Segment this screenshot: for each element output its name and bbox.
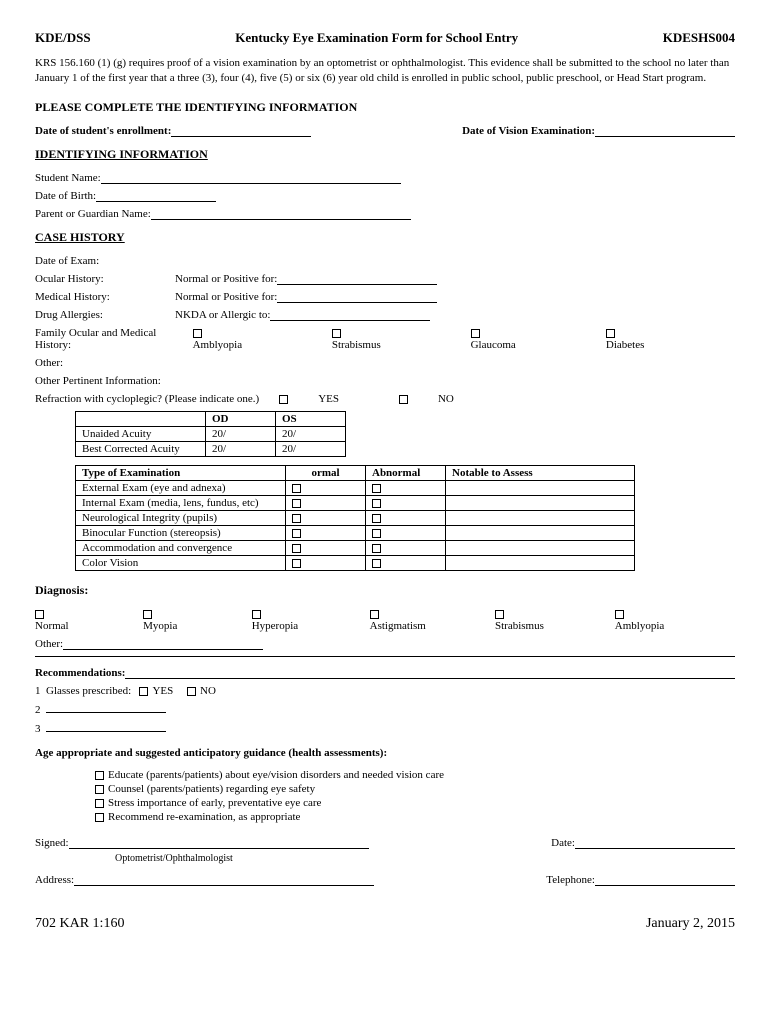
glasses-yes-checkbox[interactable]: [139, 687, 148, 696]
student-name-input[interactable]: [101, 172, 401, 184]
date-exam-label: Date of Exam:: [35, 255, 99, 267]
header-left: KDE/DSS: [35, 30, 91, 46]
intro-text: KRS 156.160 (1) (g) requires proof of a …: [35, 56, 735, 86]
exam-checkbox[interactable]: [292, 499, 301, 508]
rec-1: 1 Glasses prescribed: YES NO: [35, 685, 735, 697]
family-history-row: Family Ocular and Medical History: Ambly…: [35, 327, 735, 351]
guidance-checkbox[interactable]: [95, 785, 104, 794]
guardian-input[interactable]: [151, 208, 411, 220]
rec-3-input[interactable]: [46, 720, 166, 732]
ocular-input[interactable]: [277, 273, 437, 285]
diag-astigmatism-checkbox[interactable]: [370, 610, 379, 619]
footer-right: January 2, 2015: [646, 916, 735, 932]
please-complete-heading: PLEASE COMPLETE THE IDENTIFYING INFORMAT…: [35, 100, 735, 115]
other-pert-label: Other Pertinent Information:: [35, 375, 161, 387]
recommendations-input[interactable]: [125, 667, 735, 679]
dob-input[interactable]: [96, 190, 216, 202]
enrollment-input[interactable]: [171, 125, 311, 137]
guidance-heading: Age appropriate and suggested anticipato…: [35, 747, 735, 759]
diag-other-label: Other:: [35, 638, 63, 650]
dob-label: Date of Birth:: [35, 190, 96, 202]
date-input[interactable]: [575, 837, 735, 849]
enrollment-row: Date of student's enrollment: Date of Vi…: [35, 125, 735, 137]
diag-hyperopia-checkbox[interactable]: [252, 610, 261, 619]
rec-2-input[interactable]: [46, 701, 166, 713]
amblyopia-checkbox[interactable]: [193, 329, 202, 338]
drug-sub: NKDA or Allergic to:: [175, 309, 270, 321]
glaucoma-checkbox[interactable]: [471, 329, 480, 338]
diagnosis-heading: Diagnosis:: [35, 583, 735, 598]
address-input[interactable]: [74, 874, 374, 886]
guidance-checkbox[interactable]: [95, 799, 104, 808]
other-label: Other:: [35, 357, 63, 369]
form-header: KDE/DSS Kentucky Eye Examination Form fo…: [35, 30, 735, 46]
drug-label: Drug Allergies:: [35, 309, 135, 321]
student-name-label: Student Name:: [35, 172, 101, 184]
diag-normal-checkbox[interactable]: [35, 610, 44, 619]
address-label: Address:: [35, 874, 74, 886]
diag-amblyopia-checkbox[interactable]: [615, 610, 624, 619]
enrollment-label: Date of student's enrollment:: [35, 125, 171, 137]
diag-other-input[interactable]: [63, 638, 263, 650]
exam-checkbox[interactable]: [372, 559, 381, 568]
glasses-no-checkbox[interactable]: [187, 687, 196, 696]
guardian-label: Parent or Guardian Name:: [35, 208, 151, 220]
vision-date-label: Date of Vision Examination:: [462, 125, 595, 137]
exam-table: Type of Examination ormal Abnormal Notab…: [75, 465, 635, 571]
divider: [35, 656, 735, 657]
recommendations-label: Recommendations:: [35, 667, 125, 679]
date-label: Date:: [551, 837, 575, 849]
telephone-label: Telephone:: [546, 874, 595, 886]
refraction-no-checkbox[interactable]: [399, 395, 408, 404]
signed-label: Signed:: [35, 837, 69, 849]
refraction-yes-checkbox[interactable]: [279, 395, 288, 404]
id-info-heading: IDENTIFYING INFORMATION: [35, 147, 735, 162]
refraction-label: Refraction with cycloplegic? (Please ind…: [35, 393, 259, 405]
medical-sub: Normal or Positive for:: [175, 291, 277, 303]
signed-input[interactable]: [69, 837, 369, 849]
strabismus-checkbox[interactable]: [332, 329, 341, 338]
case-history-heading: CASE HISTORY: [35, 230, 735, 245]
acuity-table: ODOS Unaided Acuity20/20/ Best Corrected…: [75, 411, 346, 457]
footer: 702 KAR 1:160 January 2, 2015: [35, 916, 735, 932]
family-label: Family Ocular and Medical History:: [35, 327, 183, 351]
diabetes-checkbox[interactable]: [606, 329, 615, 338]
footer-left: 702 KAR 1:160: [35, 916, 124, 932]
header-title: Kentucky Eye Examination Form for School…: [235, 30, 518, 46]
exam-checkbox[interactable]: [372, 544, 381, 553]
vision-date-input[interactable]: [595, 125, 735, 137]
exam-checkbox[interactable]: [292, 529, 301, 538]
diag-myopia-checkbox[interactable]: [143, 610, 152, 619]
signed-role: Optometrist/Ophthalmologist: [115, 853, 735, 864]
drug-input[interactable]: [270, 309, 430, 321]
header-right: KDESHS004: [663, 30, 735, 46]
medical-label: Medical History:: [35, 291, 135, 303]
ocular-label: Ocular History:: [35, 273, 135, 285]
exam-checkbox[interactable]: [372, 499, 381, 508]
exam-checkbox[interactable]: [372, 514, 381, 523]
exam-checkbox[interactable]: [292, 514, 301, 523]
exam-checkbox[interactable]: [292, 484, 301, 493]
exam-checkbox[interactable]: [372, 484, 381, 493]
exam-checkbox[interactable]: [292, 559, 301, 568]
ocular-sub: Normal or Positive for:: [175, 273, 277, 285]
guidance-list: Educate (parents/patients) about eye/vis…: [95, 769, 735, 823]
diag-strabismus-checkbox[interactable]: [495, 610, 504, 619]
exam-checkbox[interactable]: [292, 544, 301, 553]
refraction-row: Refraction with cycloplegic? (Please ind…: [35, 393, 735, 405]
exam-checkbox[interactable]: [372, 529, 381, 538]
telephone-input[interactable]: [595, 874, 735, 886]
guidance-checkbox[interactable]: [95, 771, 104, 780]
medical-input[interactable]: [277, 291, 437, 303]
guidance-checkbox[interactable]: [95, 813, 104, 822]
diagnosis-row: Normal Myopia Hyperopia Astigmatism Stra…: [35, 608, 735, 632]
